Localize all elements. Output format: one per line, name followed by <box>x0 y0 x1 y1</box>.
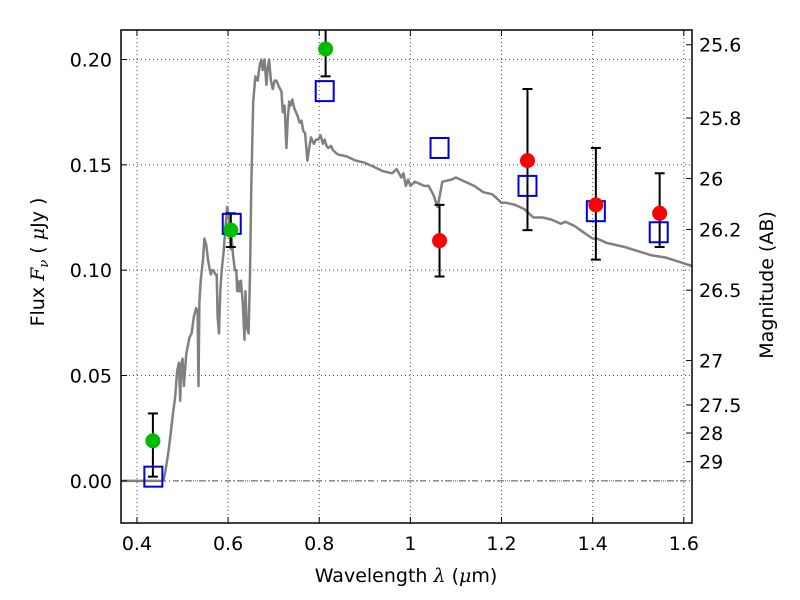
x-axis-ticks: 0.4 0.6 0.8 1 1.2 1.4 1.6 <box>122 30 699 555</box>
y-axis-unit: Jy ) <box>27 198 49 229</box>
y2-tick-label: 27.5 <box>699 395 741 417</box>
model-square <box>517 174 538 197</box>
y-tick-label: 0.20 <box>70 49 112 71</box>
data-point <box>588 197 604 213</box>
lambda-symbol: λ <box>432 565 445 587</box>
y2-tick-label: 26 <box>699 169 723 191</box>
nu-subscript: ν <box>37 260 52 268</box>
y2-tick-label: 26.5 <box>699 280 741 302</box>
x-tick-label: 1.4 <box>578 533 608 555</box>
y-axis-label: Flux Fν ( μJy ) <box>27 198 52 327</box>
y2-tick-label: 29 <box>699 452 723 474</box>
plot-frame <box>120 29 693 524</box>
y-tick-label: 0.00 <box>70 471 112 493</box>
x-axis-label-text: Wavelength <box>315 565 434 587</box>
y-axis-label-paren: ( <box>27 240 49 260</box>
x-tick-label: 0.8 <box>304 533 334 555</box>
flux-symbol: F <box>27 267 49 282</box>
model-square <box>648 221 669 244</box>
model-spectrum <box>121 58 693 483</box>
y-axis-ticks: 0.00 0.05 0.10 0.15 0.20 <box>70 49 127 493</box>
model-photometry-squares <box>143 80 669 488</box>
x-tick-label: 0.6 <box>213 533 243 555</box>
x-tick-label: 0.4 <box>122 533 152 555</box>
y2-axis-ticks: 25.6 25.8 26 26.2 26.5 27 27.5 28 29 <box>686 35 741 474</box>
spectrum-line <box>121 58 693 483</box>
y2-axis-label: Magnitude (AB) <box>756 211 778 359</box>
x-tick-label: 1 <box>404 533 416 555</box>
y2-tick-label: 28 <box>699 423 723 445</box>
x-axis-label: Wavelength λ (μm) <box>315 565 498 587</box>
mu-symbol: μ <box>459 565 471 587</box>
x-tick-label: 1.6 <box>669 533 699 555</box>
model-square <box>314 80 335 103</box>
y2-tick-label: 25.6 <box>699 35 741 57</box>
data-point <box>318 41 334 57</box>
data-point <box>519 153 535 169</box>
error-bars <box>147 30 665 478</box>
observed-points <box>145 41 668 449</box>
data-point <box>223 222 239 238</box>
y2-tick-label: 26.2 <box>699 220 741 242</box>
y-axis-label-text: Flux <box>27 281 49 327</box>
x-axis-unit: m) <box>471 565 497 587</box>
x-axis-label-paren: ( <box>446 565 459 587</box>
mu-symbol: μ <box>27 228 49 240</box>
data-point <box>432 233 448 249</box>
y-tick-label: 0.05 <box>70 366 112 388</box>
model-square <box>429 136 450 159</box>
y2-tick-label: 27 <box>699 351 723 373</box>
y2-tick-label: 25.8 <box>699 108 741 130</box>
data-point <box>652 205 668 221</box>
grid <box>121 30 692 523</box>
x-tick-label: 1.2 <box>486 533 516 555</box>
y-tick-label: 0.10 <box>70 260 112 282</box>
data-point <box>145 433 161 449</box>
model-square <box>143 465 164 488</box>
y-tick-label: 0.15 <box>70 155 112 177</box>
